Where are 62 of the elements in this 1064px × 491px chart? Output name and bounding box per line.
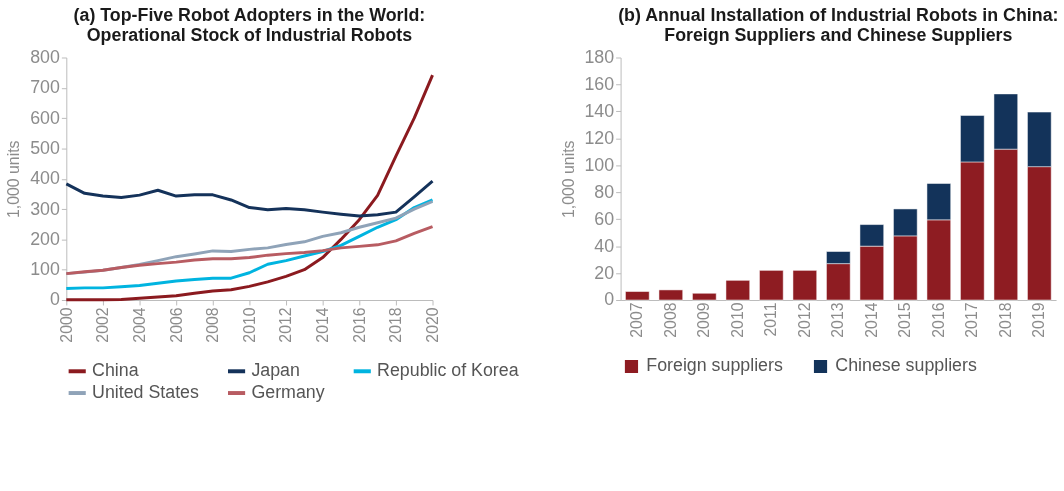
y-tick-label: 160	[584, 73, 615, 94]
y-tick-label: 80	[594, 181, 615, 202]
line-series	[64, 179, 435, 218]
x-tick-label: 2009	[695, 302, 713, 338]
x-tick-label: 2013	[829, 302, 847, 338]
x-tick-label: 2004	[131, 307, 148, 343]
legend-label: Foreign suppliers	[646, 355, 783, 376]
legend-label: China	[92, 360, 139, 381]
bar	[625, 291, 650, 301]
y-tick-label: 20	[594, 262, 615, 283]
y-tick-label: 300	[30, 198, 60, 219]
y-tick-label: 40	[594, 235, 615, 256]
y-tick-label: 180	[584, 46, 615, 67]
x-tick-label: 2000	[57, 307, 75, 343]
legend-label: Japan	[251, 360, 300, 381]
bar	[792, 270, 817, 301]
line-series	[64, 225, 435, 276]
y-tick-label: 400	[30, 168, 60, 189]
x-tick-label: 2016	[350, 307, 368, 343]
y-tick-label: 60	[594, 208, 615, 229]
legend-label: Chinese suppliers	[835, 355, 977, 376]
y-axis-title: 1,000 units	[559, 140, 577, 218]
y-tick-label: 100	[30, 259, 60, 280]
chart-title: (a) Top-Five Robot Adopters in the World: Operational Stock of Industrial Robots	[73, 4, 426, 45]
x-tick-label: 2008	[661, 302, 679, 338]
bar	[658, 289, 683, 301]
x-tick-label: 2018	[996, 302, 1014, 338]
y-tick-label: 500	[30, 137, 60, 158]
x-tick-label: 2010	[240, 307, 258, 343]
x-tick-label: 2016	[929, 302, 947, 338]
x-tick-label: 2010	[728, 302, 746, 338]
x-tick-label: 2012	[795, 302, 813, 338]
x-tick-label: 2007	[628, 302, 646, 338]
x-tick-label: 2014	[862, 302, 880, 338]
y-tick-label: 120	[584, 127, 615, 148]
x-tick-label: 2014	[314, 307, 332, 343]
y-axis-title: 1,000 units	[5, 140, 23, 218]
y-tick-label: 0	[604, 289, 615, 310]
y-tick-label: 800	[30, 46, 60, 67]
y-tick-label: 100	[584, 154, 615, 175]
x-tick-label: 2011	[762, 302, 780, 337]
y-tick-label: 140	[584, 100, 615, 121]
x-tick-label: 2018	[387, 307, 405, 343]
x-tick-label: 2012	[277, 307, 295, 343]
bar	[759, 270, 784, 301]
x-tick-label: 2019	[1030, 302, 1048, 338]
y-tick-label: 600	[30, 107, 60, 128]
legend-label: Republic of Korea	[377, 360, 519, 381]
x-tick-label: 2017	[963, 302, 981, 338]
legend-label: Germany	[251, 382, 325, 402]
bar	[692, 293, 717, 301]
chart-title: (b) Annual Installation of Industrial Robots in China: Foreign Suppliers and Chinese Suppliers	[618, 4, 1059, 45]
x-tick-label: 2015	[896, 302, 914, 338]
y-tick-label: 700	[30, 77, 60, 98]
bar	[725, 280, 750, 301]
x-tick-label: 2020	[423, 307, 441, 343]
legend-label: United States	[92, 382, 199, 402]
y-tick-label: 0	[49, 289, 60, 310]
y-tick-label: 200	[30, 228, 60, 249]
x-tick-label: 2006	[167, 307, 185, 343]
x-tick-label: 2002	[94, 307, 112, 343]
x-tick-label: 2008	[204, 307, 222, 343]
